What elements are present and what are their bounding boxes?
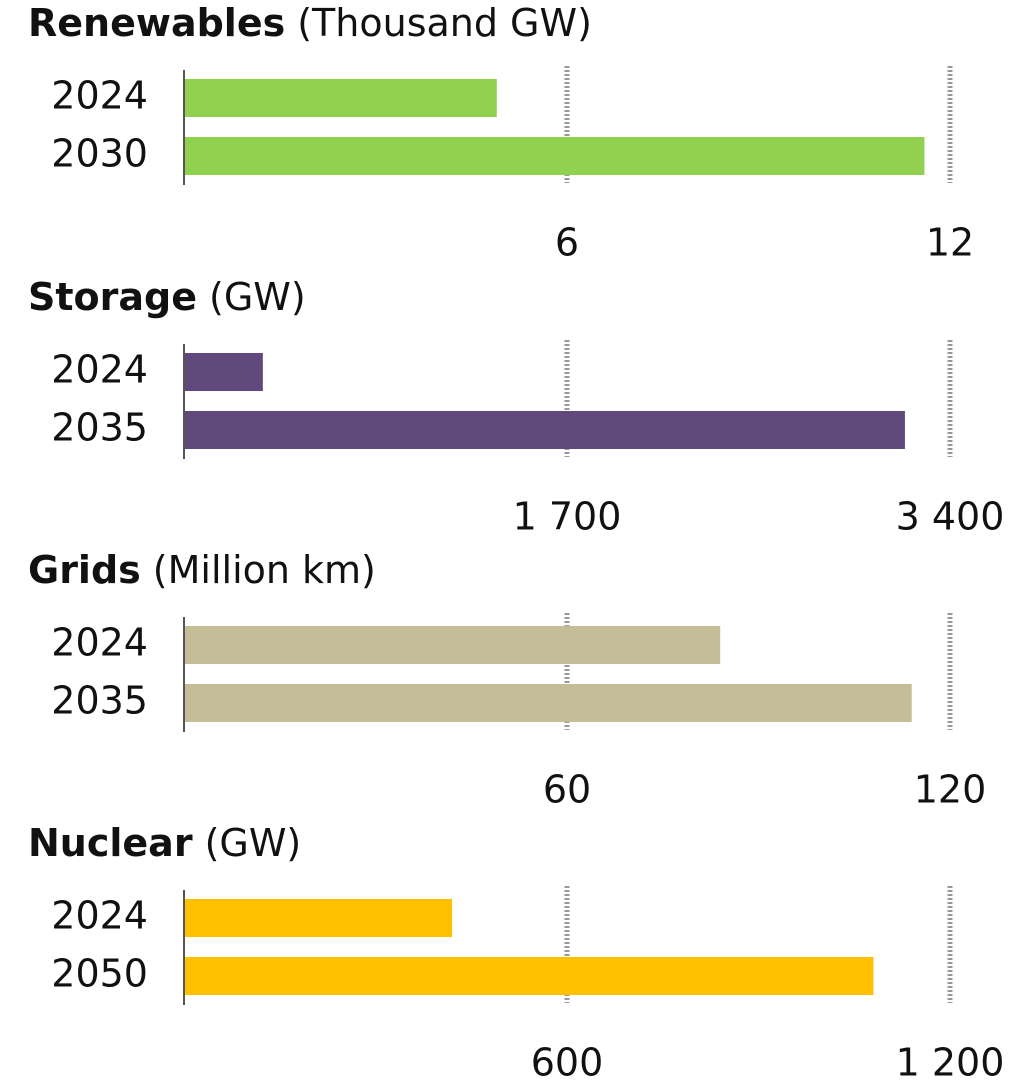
category-label: 2024 bbox=[51, 621, 148, 665]
category-label: 2030 bbox=[51, 132, 148, 176]
panel-title: Grids (Million km) bbox=[28, 548, 376, 592]
panel-title-name: Grids bbox=[28, 548, 141, 592]
category-label: 2024 bbox=[51, 74, 148, 118]
x-tick-label: 6 bbox=[555, 221, 579, 265]
bar bbox=[184, 79, 497, 117]
category-label: 2050 bbox=[51, 952, 148, 996]
bar bbox=[184, 684, 912, 722]
panel-title-name: Storage bbox=[28, 275, 197, 319]
x-tick-label: 600 bbox=[531, 1041, 604, 1084]
bar bbox=[184, 957, 874, 995]
panel-title-name: Renewables bbox=[28, 1, 285, 45]
panel-title: Storage (GW) bbox=[28, 275, 306, 319]
category-label: 2024 bbox=[51, 894, 148, 938]
category-label: 2035 bbox=[51, 406, 148, 450]
bar bbox=[184, 411, 905, 449]
category-label: 2035 bbox=[51, 679, 148, 723]
panel-title-unit: (GW) bbox=[205, 821, 302, 865]
x-tick-label: 12 bbox=[926, 221, 974, 265]
panel-title: Renewables (Thousand GW) bbox=[28, 1, 592, 45]
panel-title-name: Nuclear bbox=[28, 821, 193, 865]
bar bbox=[184, 137, 925, 175]
panel-title-unit: (Million km) bbox=[153, 548, 376, 592]
bar bbox=[184, 899, 453, 937]
panel-title-unit: (GW) bbox=[209, 275, 306, 319]
x-tick-label: 1 200 bbox=[896, 1041, 1005, 1084]
x-tick-label: 120 bbox=[914, 768, 987, 812]
x-tick-label: 3 400 bbox=[896, 495, 1005, 539]
panel-title-unit: (Thousand GW) bbox=[297, 1, 592, 45]
x-tick-label: 60 bbox=[543, 768, 591, 812]
bar bbox=[184, 353, 263, 391]
category-label: 2024 bbox=[51, 348, 148, 392]
panel-title: Nuclear (GW) bbox=[28, 821, 301, 865]
x-tick-label: 1 700 bbox=[513, 495, 622, 539]
bar bbox=[184, 626, 721, 664]
